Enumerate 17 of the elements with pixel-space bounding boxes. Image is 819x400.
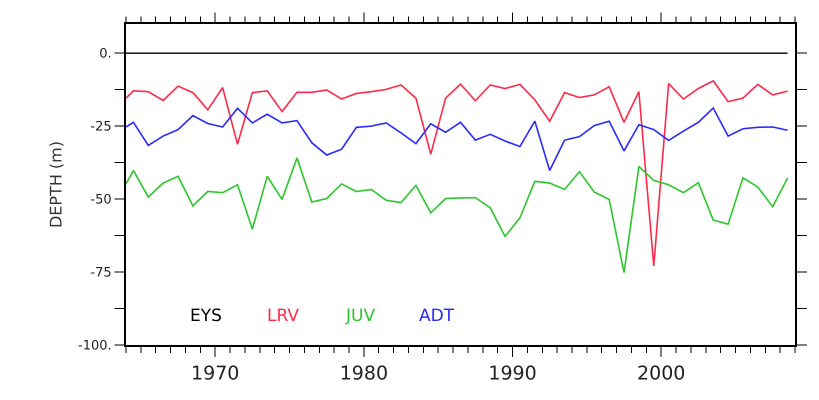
x-tick-label: 1980 <box>340 362 388 385</box>
x-tick-label: 1970 <box>191 362 240 385</box>
text: ADT <box>419 306 455 326</box>
y-axis-title: DEPTH (m) <box>46 140 66 228</box>
y-tick-label: -75 <box>90 266 112 281</box>
y-tick-label: -100. <box>78 338 112 354</box>
legend-label: EYS <box>190 306 222 326</box>
x-tick-label: 1990 <box>488 362 537 385</box>
x-tick-label: 2000 <box>637 362 686 385</box>
text: JUV <box>345 306 376 326</box>
line-series <box>126 80 788 267</box>
y-tick-label: -50 <box>90 192 112 208</box>
line-series <box>126 157 788 274</box>
y-tick-label: -25 <box>90 120 112 135</box>
line-series <box>126 107 788 172</box>
y-tick-label: 0. <box>99 46 112 62</box>
text: LRV <box>267 306 300 326</box>
